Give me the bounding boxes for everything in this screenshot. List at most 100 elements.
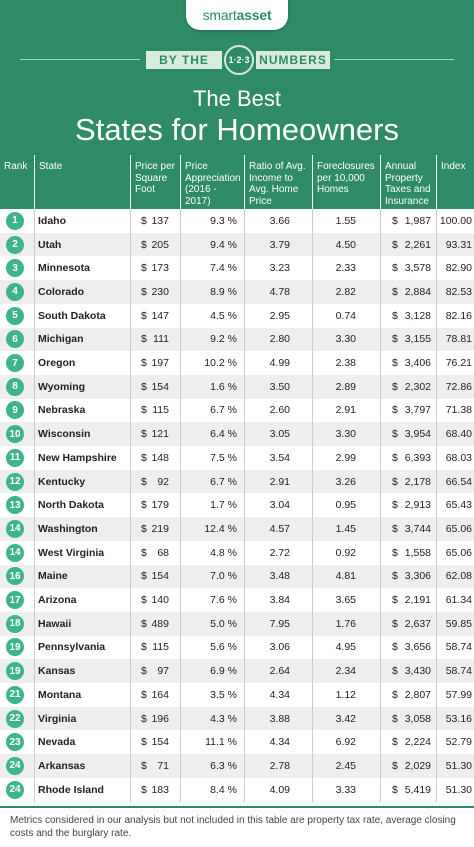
currency-symbol: $ (392, 546, 398, 559)
ribbon-right-label: NUMBERS (256, 51, 330, 69)
table-row: 12 Kentucky $92 6.7 % 2.91 3.26 $2,178 66.54 (0, 469, 474, 494)
rank-badge: 14 (6, 543, 24, 562)
state-name: Arizona (38, 594, 77, 607)
income-ratio: 4.99 (269, 357, 290, 370)
foreclosures: 4.95 (335, 641, 356, 654)
currency-symbol: $ (141, 404, 147, 417)
foreclosures: 1.55 (335, 214, 356, 227)
state-name: Pennsylvania (38, 641, 106, 654)
header-index: Index (436, 155, 474, 209)
state-name: Virginia (38, 712, 77, 725)
income-ratio: 3.66 (269, 214, 290, 227)
table-row: 19 Pennsylvania $115 5.6 % 3.06 4.95 $3,656 58.… (0, 635, 474, 660)
rank-badge: 12 (6, 472, 24, 491)
price-per-sqft: 230 (151, 285, 169, 298)
property-taxes: 3,430 (404, 665, 431, 678)
income-ratio: 3.48 (269, 570, 290, 583)
table-row: 8 Wyoming $154 1.6 % 3.50 2.89 $2,302 72.86 (0, 374, 474, 399)
rank-badge: 24 (6, 780, 24, 799)
currency-symbol: $ (392, 499, 398, 512)
income-ratio: 3.04 (269, 499, 290, 512)
price-per-sqft: 121 (151, 428, 169, 441)
index-score: 82.16 (445, 309, 472, 322)
logo-pre: smart (202, 7, 237, 23)
numbers-badge: 1·2·3 (224, 45, 254, 75)
state-name: Idaho (38, 214, 66, 227)
rank-badge: 14 (6, 519, 24, 538)
index-score: 51.30 (445, 759, 472, 772)
foreclosures: 2.91 (335, 404, 356, 417)
table-row: 1 Idaho $137 9.3 % 3.66 1.55 $1,987 100.00 (0, 209, 474, 233)
currency-symbol: $ (392, 736, 398, 749)
price-appreciation: 9.4 % (210, 238, 237, 251)
foreclosures: 3.42 (335, 712, 356, 725)
state-name: New Hampshire (38, 451, 117, 464)
property-taxes: 2,191 (404, 594, 431, 607)
income-ratio: 4.34 (269, 688, 290, 701)
currency-symbol: $ (141, 641, 147, 654)
currency-symbol: $ (141, 451, 147, 464)
income-ratio: 3.84 (269, 594, 290, 607)
price-appreciation: 5.6 % (210, 641, 237, 654)
income-ratio: 2.64 (269, 665, 290, 678)
column-divider (244, 209, 245, 802)
price-per-sqft: 164 (151, 688, 169, 701)
currency-symbol: $ (141, 238, 147, 251)
property-taxes: 2,807 (404, 688, 431, 701)
foreclosures: 2.82 (335, 285, 356, 298)
price-per-sqft: 137 (151, 214, 169, 227)
price-per-sqft: 154 (151, 570, 169, 583)
currency-symbol: $ (141, 428, 147, 441)
currency-symbol: $ (141, 736, 147, 749)
foreclosures: 2.34 (335, 665, 356, 678)
index-score: 52.79 (445, 736, 472, 749)
page-title-line2: States for Homeowners (75, 112, 399, 147)
currency-symbol: $ (392, 428, 398, 441)
header-state: State (34, 155, 130, 209)
property-taxes: 3,155 (404, 333, 431, 346)
by-the-numbers-ribbon: BY THE NUMBERS 1·2·3 (0, 44, 474, 76)
price-per-sqft: 154 (151, 736, 169, 749)
income-ratio: 4.78 (269, 285, 290, 298)
income-ratio: 2.91 (269, 475, 290, 488)
table-row: 4 Colorado $230 8.9 % 4.78 2.82 $2,884 82.53 (0, 280, 474, 304)
price-appreciation: 11.1 % (205, 736, 237, 749)
currency-symbol: $ (392, 333, 398, 346)
table-row: 17 Arizona $140 7.6 % 3.84 3.65 $2,191 61.34 (0, 588, 474, 612)
index-score: 76.21 (445, 357, 472, 370)
table-row: 24 Rhode Island $183 8.4 % 4.09 3.33 $5,419 51.… (0, 777, 474, 802)
index-score: 82.90 (445, 262, 472, 275)
currency-symbol: $ (141, 783, 147, 796)
logo-post: asset (236, 7, 272, 23)
price-appreciation: 7.0 % (210, 570, 237, 583)
foreclosures: 2.33 (335, 262, 356, 275)
income-ratio: 2.95 (269, 309, 290, 322)
property-taxes: 5,419 (404, 783, 431, 796)
income-ratio: 3.05 (269, 428, 290, 441)
column-divider (130, 209, 131, 802)
index-score: 65.06 (445, 522, 472, 535)
property-taxes: 2,302 (404, 380, 431, 393)
income-ratio: 2.60 (269, 404, 290, 417)
currency-symbol: $ (141, 357, 147, 370)
state-name: Oregon (38, 357, 76, 370)
property-taxes: 3,406 (404, 357, 431, 370)
currency-symbol: $ (141, 333, 147, 346)
table-row: 23 Nevada $154 11.1 % 4.34 6.92 $2,224 52.79 (0, 730, 474, 755)
index-score: 61.34 (445, 594, 472, 607)
price-per-sqft: 148 (151, 451, 169, 464)
property-taxes: 1,987 (404, 214, 431, 227)
price-per-sqft: 179 (151, 499, 169, 512)
income-ratio: 2.78 (269, 759, 290, 772)
foreclosures: 2.89 (335, 380, 356, 393)
price-per-sqft: 173 (151, 262, 169, 275)
currency-symbol: $ (392, 783, 398, 796)
price-appreciation: 7.5 % (210, 451, 237, 464)
price-per-sqft: 154 (151, 380, 169, 393)
price-per-sqft: 219 (151, 522, 169, 535)
index-score: 53.16 (445, 712, 472, 725)
table-row: 9 Nebraska $115 6.7 % 2.60 2.91 $3,797 71.38 (0, 398, 474, 423)
rank-badge: 6 (6, 330, 24, 349)
property-taxes: 3,797 (404, 404, 431, 417)
state-name: Wisconsin (38, 428, 91, 441)
